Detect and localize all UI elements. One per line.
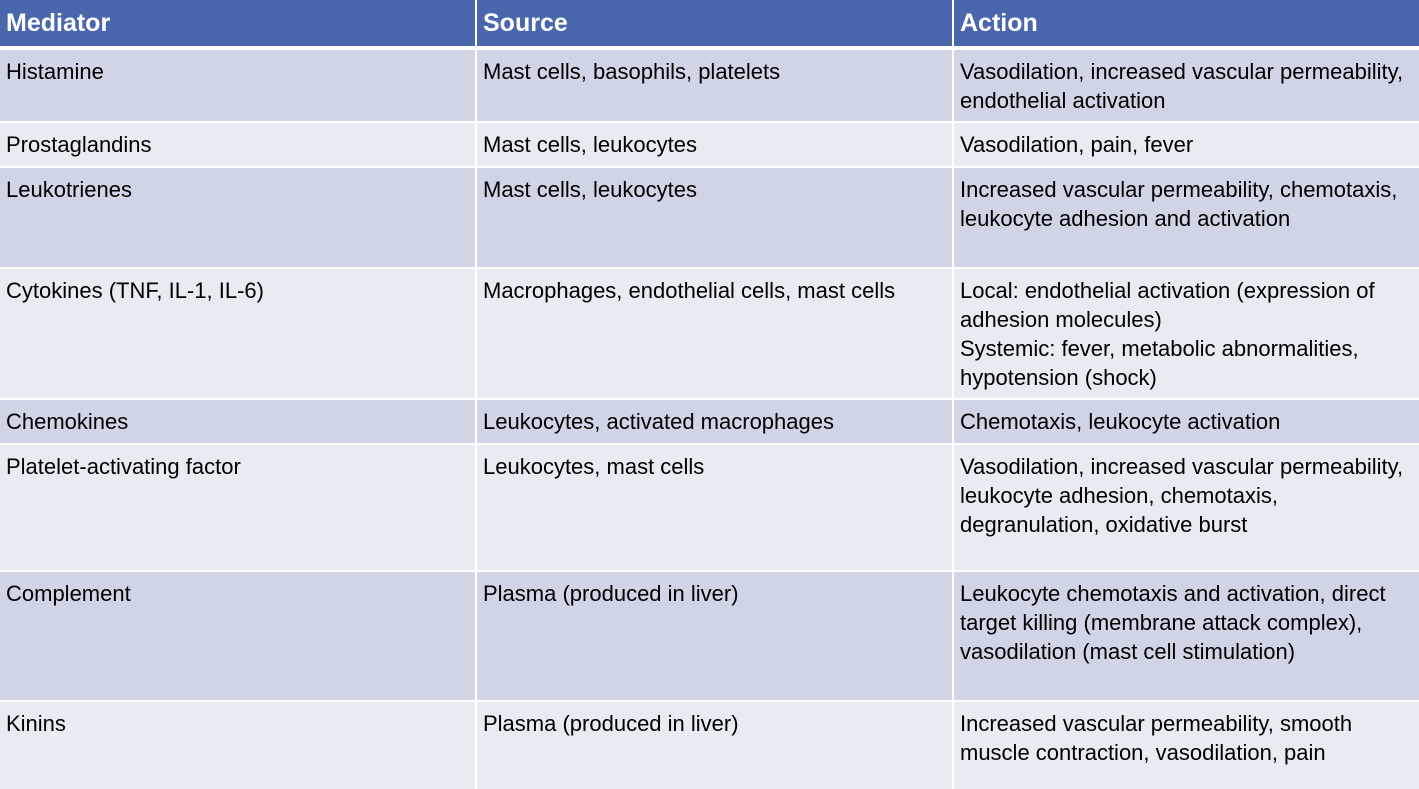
action-cell: Chemotaxis, leukocyte activation xyxy=(952,398,1419,444)
source-cell: Plasma (produced in liver) xyxy=(475,570,953,701)
action-cell: Increased vascular permeability, smooth … xyxy=(952,700,1419,789)
table-row: Histamine Mast cells, basophils, platele… xyxy=(0,47,1419,122)
column-header-mediator: Mediator xyxy=(0,0,476,50)
source-cell: Mast cells, basophils, platelets xyxy=(475,47,953,122)
header-row: Mediator Source Action xyxy=(0,0,1419,50)
action-cell: Local: endothelial activation (expressio… xyxy=(952,267,1419,399)
action-local-text: Local: endothelial activation (expressio… xyxy=(960,278,1375,332)
mediator-cell: Chemokines xyxy=(0,398,476,444)
mediator-cell: Leukotrienes xyxy=(0,166,476,268)
mediator-cell: Kinins xyxy=(0,700,476,789)
table-row: Platelet-activating factor Leukocytes, m… xyxy=(0,443,1419,571)
source-cell: Macrophages, endothelial cells, mast cel… xyxy=(475,267,953,399)
mediator-cell: Histamine xyxy=(0,47,476,122)
table-row: Leukotrienes Mast cells, leukocytes Incr… xyxy=(0,166,1419,268)
action-cell: Vasodilation, increased vascular permeab… xyxy=(952,443,1419,571)
table-row: Chemokines Leukocytes, activated macroph… xyxy=(0,398,1419,444)
action-cell: Vasodilation, pain, fever xyxy=(952,121,1419,167)
source-cell: Plasma (produced in liver) xyxy=(475,700,953,789)
source-cell: Mast cells, leukocytes xyxy=(475,121,953,167)
source-cell: Mast cells, leukocytes xyxy=(475,166,953,268)
mediator-cell: Cytokines (TNF, IL-1, IL-6) xyxy=(0,267,476,399)
table-row: Prostaglandins Mast cells, leukocytes Va… xyxy=(0,121,1419,167)
column-header-source: Source xyxy=(475,0,953,50)
mediator-cell: Prostaglandins xyxy=(0,121,476,167)
column-header-action: Action xyxy=(952,0,1419,50)
source-cell: Leukocytes, mast cells xyxy=(475,443,953,571)
source-cell: Leukocytes, activated macrophages xyxy=(475,398,953,444)
table-row: Kinins Plasma (produced in liver) Increa… xyxy=(0,700,1419,789)
action-cell: Leukocyte chemotaxis and activation, dir… xyxy=(952,570,1419,701)
action-cell: Vasodilation, increased vascular permeab… xyxy=(952,47,1419,122)
table-row: Complement Plasma (produced in liver) Le… xyxy=(0,570,1419,701)
action-systemic-text: Systemic: fever, metabolic abnormalities… xyxy=(960,336,1359,390)
action-cell: Increased vascular permeability, chemota… xyxy=(952,166,1419,268)
mediator-cell: Platelet-activating factor xyxy=(0,443,476,571)
table-row: Cytokines (TNF, IL-1, IL-6) Macrophages,… xyxy=(0,267,1419,399)
mediator-cell: Complement xyxy=(0,570,476,701)
